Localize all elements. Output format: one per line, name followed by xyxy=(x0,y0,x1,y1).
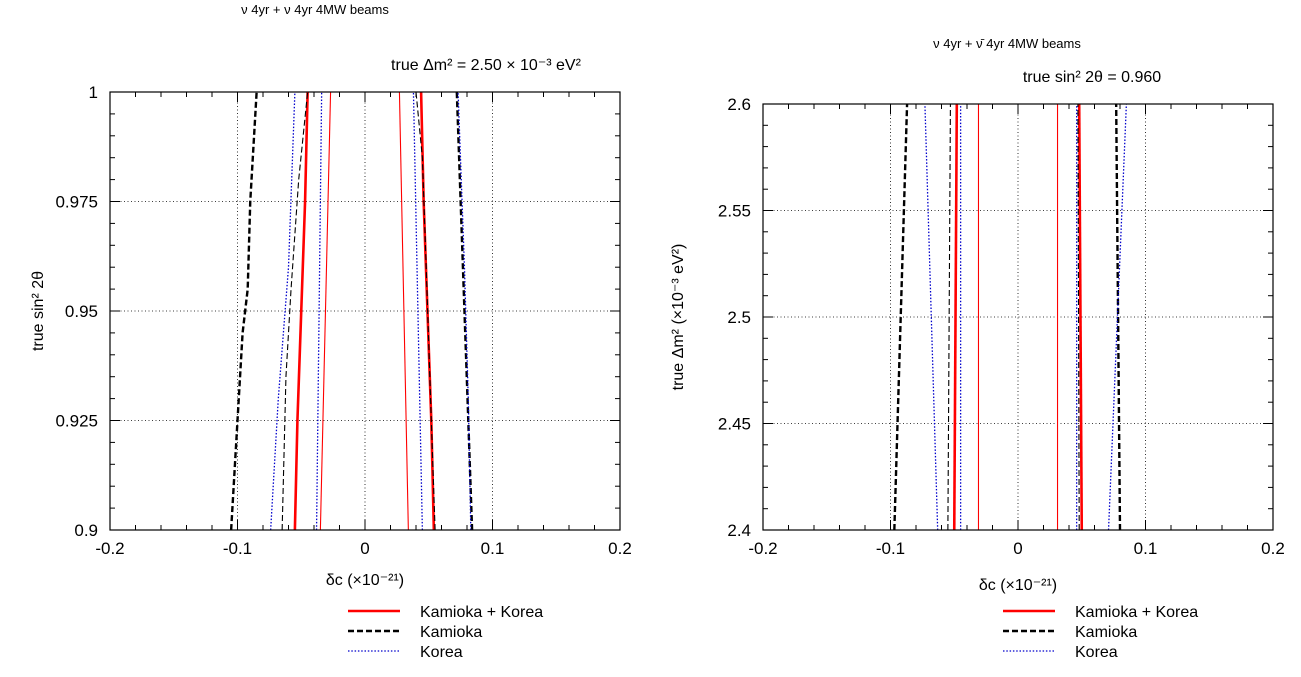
chart-left-ylabel: true sin² 2θ xyxy=(30,271,47,351)
chart-left-grid xyxy=(110,91,620,530)
chart-left-subtitle: true Δm² = 2.50 × 10⁻³ eV² xyxy=(391,57,582,74)
chart-right-title: ν 4yr + ν̄ 4yr 4MW beams xyxy=(933,36,1081,51)
chart-left-y-tick-label: 0.95 xyxy=(65,302,98,321)
chart-left-series-line xyxy=(293,91,309,531)
chart-left-series-line xyxy=(412,91,424,531)
chart-left-y-tick-label: 1 xyxy=(89,83,98,102)
chart-right-x-tick-label: -0.1 xyxy=(876,539,905,558)
chart-left-title: ν 4yr + ν 4yr 4MW beams xyxy=(241,2,389,17)
chart-right-y-tick-label: 2.5 xyxy=(727,308,751,327)
chart-left-series-line xyxy=(315,91,323,531)
chart-right-series-line xyxy=(947,103,951,531)
chart-left-series-line xyxy=(281,91,309,531)
chart-right: ν 4yr + ν̄ 4yr 4MW beams true sin² 2θ = … xyxy=(670,36,1285,594)
chart-left-frame xyxy=(109,91,621,531)
chart-right-series-line xyxy=(1114,103,1122,531)
legend-label: Kamioka + Korea xyxy=(420,604,543,621)
chart-left-series-line xyxy=(319,91,332,531)
chart-left: ν 4yr + ν 4yr 4MW beams true Δm² = 2.50 … xyxy=(30,2,632,589)
chart-right-subtitle: true sin² 2θ = 0.960 xyxy=(1023,69,1161,86)
chart-left-x-tick-label: 0 xyxy=(360,539,369,558)
legend-label: Korea xyxy=(1075,644,1118,661)
chart-left-x-tick-label: -0.2 xyxy=(95,539,124,558)
chart-right-y-tick-label: 2.45 xyxy=(718,415,751,434)
chart-right-x-tick-label: 0.2 xyxy=(1261,539,1285,558)
chart-right-x-tick-label: -0.2 xyxy=(748,539,777,558)
chart-right-y-tick-label: 2.4 xyxy=(727,521,751,540)
chart-right-series-line xyxy=(1077,103,1084,531)
chart-right-xlabel: δc (×10⁻²¹) xyxy=(979,577,1057,594)
chart-left-ticks: -0.2 -0.1 0 0.1 0.2 0.9 0.925 0.95 0.975 1 xyxy=(55,83,631,558)
chart-right-ylabel: true Δm² (×10⁻³ eV²) xyxy=(670,244,687,391)
chart-right-grid xyxy=(763,103,1273,530)
chart-right-x-tick-label: 0.1 xyxy=(1134,539,1158,558)
legend-label: Korea xyxy=(420,644,463,661)
chart-right-series-line xyxy=(1077,103,1080,531)
chart-left-series-line xyxy=(455,91,474,531)
legend-label: Kamioka xyxy=(420,624,482,641)
chart-right-legend: Kamioka + Korea Kamioka Korea xyxy=(1003,604,1198,661)
chart-right-y-tick-label: 2.55 xyxy=(718,202,751,221)
chart-left-series-line xyxy=(415,91,436,531)
chart-left-y-tick-label: 0.9 xyxy=(74,521,98,540)
chart-left-series-line xyxy=(457,91,472,531)
chart-left-series-line xyxy=(229,91,258,531)
chart-left-x-tick-label: 0.2 xyxy=(608,539,632,558)
legend-label: Kamioka + Korea xyxy=(1075,604,1198,621)
chart-left-series-line xyxy=(270,91,296,531)
chart-right-x-tick-label: 0 xyxy=(1013,539,1022,558)
chart-left-x-tick-label: -0.1 xyxy=(223,539,252,558)
chart-right-series-line xyxy=(952,103,959,531)
chart-left-x-tick-label: 0.1 xyxy=(481,539,505,558)
chart-left-y-tick-label: 0.925 xyxy=(55,412,98,431)
chart-right-ticks: -0.2 -0.1 0 0.1 0.2 2.4 2.45 2.5 2.55 2.6 xyxy=(718,95,1285,558)
chart-left-series xyxy=(229,91,474,531)
chart-left-xlabel: δc (×10⁻²¹) xyxy=(326,572,404,589)
legend-label: Kamioka xyxy=(1075,624,1137,641)
chart-left-legend: Kamioka + Korea Kamioka Korea xyxy=(348,604,543,661)
chart-right-series-line xyxy=(893,103,909,531)
chart-right-series xyxy=(893,103,1128,531)
chart-left-series-line xyxy=(398,91,409,531)
chart-left-y-tick-label: 0.975 xyxy=(55,193,98,212)
chart-right-y-tick-label: 2.6 xyxy=(727,95,751,114)
